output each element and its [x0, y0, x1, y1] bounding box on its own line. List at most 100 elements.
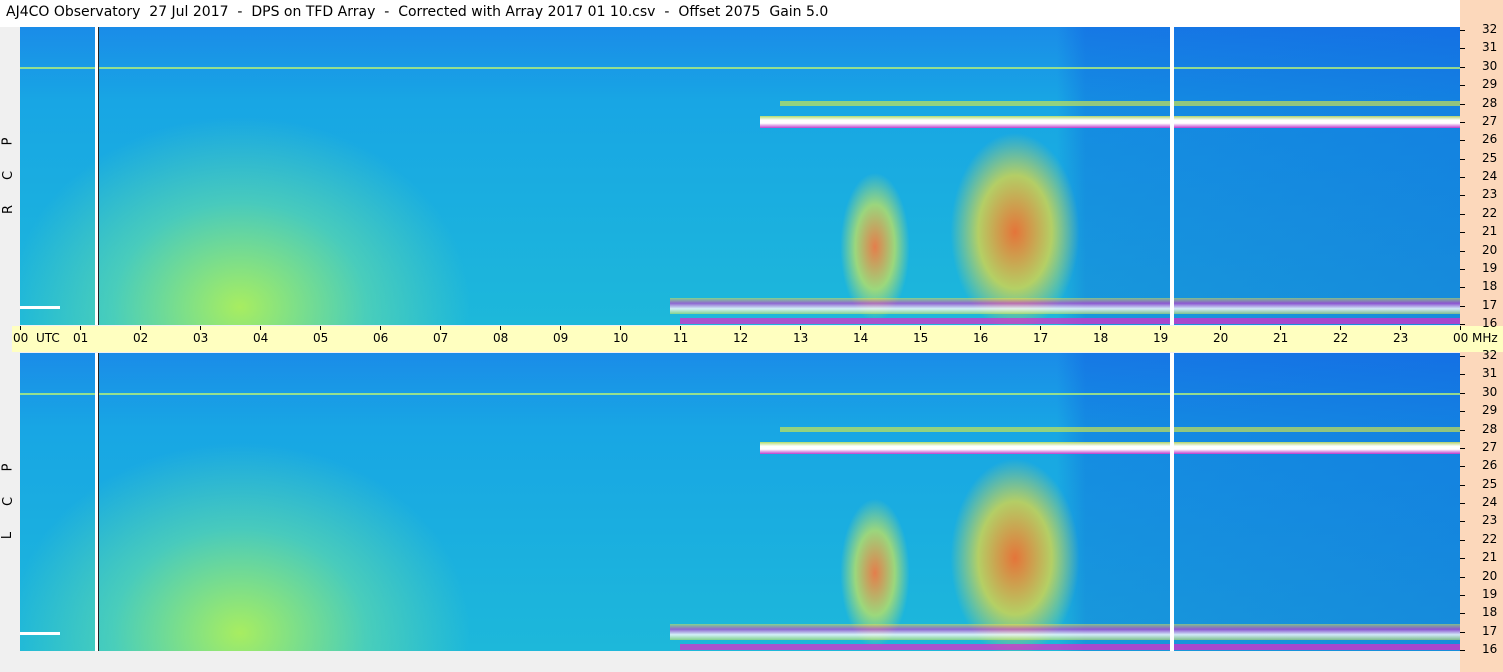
polarization-letter: P	[0, 137, 16, 146]
frequency-label: 32	[1482, 348, 1498, 362]
frequency-tick	[1460, 576, 1465, 578]
frequency-label: 30	[1482, 58, 1498, 73]
frequency-label: 29	[1482, 77, 1498, 92]
time-label: 15	[913, 331, 929, 345]
time-label: 06	[373, 331, 389, 345]
spectrogram	[20, 353, 1460, 651]
time-label: 02	[133, 331, 149, 345]
spectral-feature	[98, 27, 99, 325]
time-tick	[80, 326, 81, 330]
frequency-tick	[1460, 250, 1465, 252]
time-tick	[260, 326, 261, 330]
time-label: 07	[433, 331, 449, 345]
time-axis-strip	[12, 326, 1503, 352]
frequency-label: 16	[1482, 316, 1498, 330]
time-label: 23	[1393, 331, 1409, 345]
spectral-feature	[20, 631, 60, 635]
frequency-tick	[1460, 594, 1465, 596]
time-label: 11	[673, 331, 689, 345]
time-label: 10	[613, 331, 629, 345]
time-label: 16	[973, 331, 989, 345]
time-tick	[20, 326, 21, 330]
spectral-feature	[760, 441, 1460, 454]
time-label: 04	[253, 331, 269, 345]
polarization-letter: P	[0, 463, 16, 472]
frequency-tick	[1460, 287, 1465, 289]
frequency-label: 26	[1482, 132, 1498, 147]
frequency-tick	[1460, 374, 1465, 376]
frequency-label: 22	[1482, 205, 1498, 220]
time-label: 13	[793, 331, 809, 345]
frequency-tick	[1460, 521, 1465, 523]
spectral-feature	[840, 172, 910, 323]
time-label: 12	[733, 331, 749, 345]
frequency-tick	[1460, 103, 1465, 105]
time-label: 08	[493, 331, 509, 345]
spectral-feature	[20, 305, 60, 309]
frequency-label: 17	[1482, 297, 1498, 312]
time-tick	[740, 326, 741, 330]
frequency-tick	[1460, 324, 1465, 325]
time-tick	[560, 326, 561, 330]
spectral-feature	[95, 353, 98, 651]
frequency-label: 26	[1482, 458, 1498, 473]
polarization-letter: C	[1, 170, 17, 181]
time-tick	[1460, 326, 1461, 330]
frequency-tick	[1460, 631, 1465, 633]
frequency-label: 27	[1482, 439, 1498, 454]
spectral-feature	[670, 297, 1460, 314]
frequency-tick	[1460, 213, 1465, 215]
spectral-feature	[95, 27, 98, 325]
frequency-label: 28	[1482, 95, 1498, 110]
spectral-feature	[760, 115, 1460, 128]
title: AJ4CO Observatory 27 Jul 2017 - DPS on T…	[0, 0, 1460, 27]
frequency-tick	[1460, 503, 1465, 504]
time-tick	[380, 326, 381, 330]
frequency-tick	[1460, 447, 1465, 449]
frequency-tick	[1460, 268, 1465, 270]
time-tick	[500, 326, 501, 330]
frequency-label: 18	[1482, 279, 1498, 294]
time-label: 20	[1213, 331, 1229, 345]
frequency-label: 32	[1482, 22, 1498, 36]
time-label: 09	[553, 331, 569, 345]
frequency-label: 24	[1482, 495, 1498, 509]
time-tick	[800, 326, 801, 330]
spectral-feature	[1170, 353, 1174, 651]
spectral-feature	[20, 66, 1460, 69]
time-label: 18	[1093, 331, 1109, 345]
frequency-label: 16	[1482, 642, 1498, 656]
frequency-tick	[1460, 484, 1465, 486]
frequency-label: 20	[1482, 568, 1498, 583]
frequency-label: 21	[1482, 550, 1498, 565]
time-zone-label: UTC	[36, 331, 60, 345]
time-tick	[1040, 326, 1041, 330]
frequency-label: 20	[1482, 242, 1498, 257]
frequency-tick	[1460, 195, 1465, 197]
time-label: 01	[73, 331, 89, 345]
frequency-label: 18	[1482, 605, 1498, 620]
frequency-tick	[1460, 305, 1465, 307]
time-label: 00	[1453, 331, 1469, 345]
frequency-tick	[1460, 392, 1465, 394]
frequency-label: 22	[1482, 531, 1498, 546]
frequency-tick	[1460, 429, 1465, 431]
time-label: 17	[1033, 331, 1049, 345]
time-tick	[620, 326, 621, 330]
time-tick	[1400, 326, 1401, 330]
time-tick	[200, 326, 201, 330]
frequency-label: 30	[1482, 384, 1498, 399]
time-label: 19	[1153, 331, 1169, 345]
frequency-tick	[1460, 85, 1465, 87]
frequency-tick	[1460, 232, 1465, 234]
spectral-feature	[680, 318, 1460, 324]
frequency-label: 21	[1482, 224, 1498, 239]
frequency-label: 24	[1482, 169, 1498, 183]
time-label: 05	[313, 331, 329, 345]
frequency-label: 17	[1482, 623, 1498, 638]
frequency-tick	[1460, 356, 1465, 357]
time-tick	[680, 326, 681, 330]
frequency-tick	[1460, 121, 1465, 123]
frequency-tick	[1460, 66, 1465, 68]
